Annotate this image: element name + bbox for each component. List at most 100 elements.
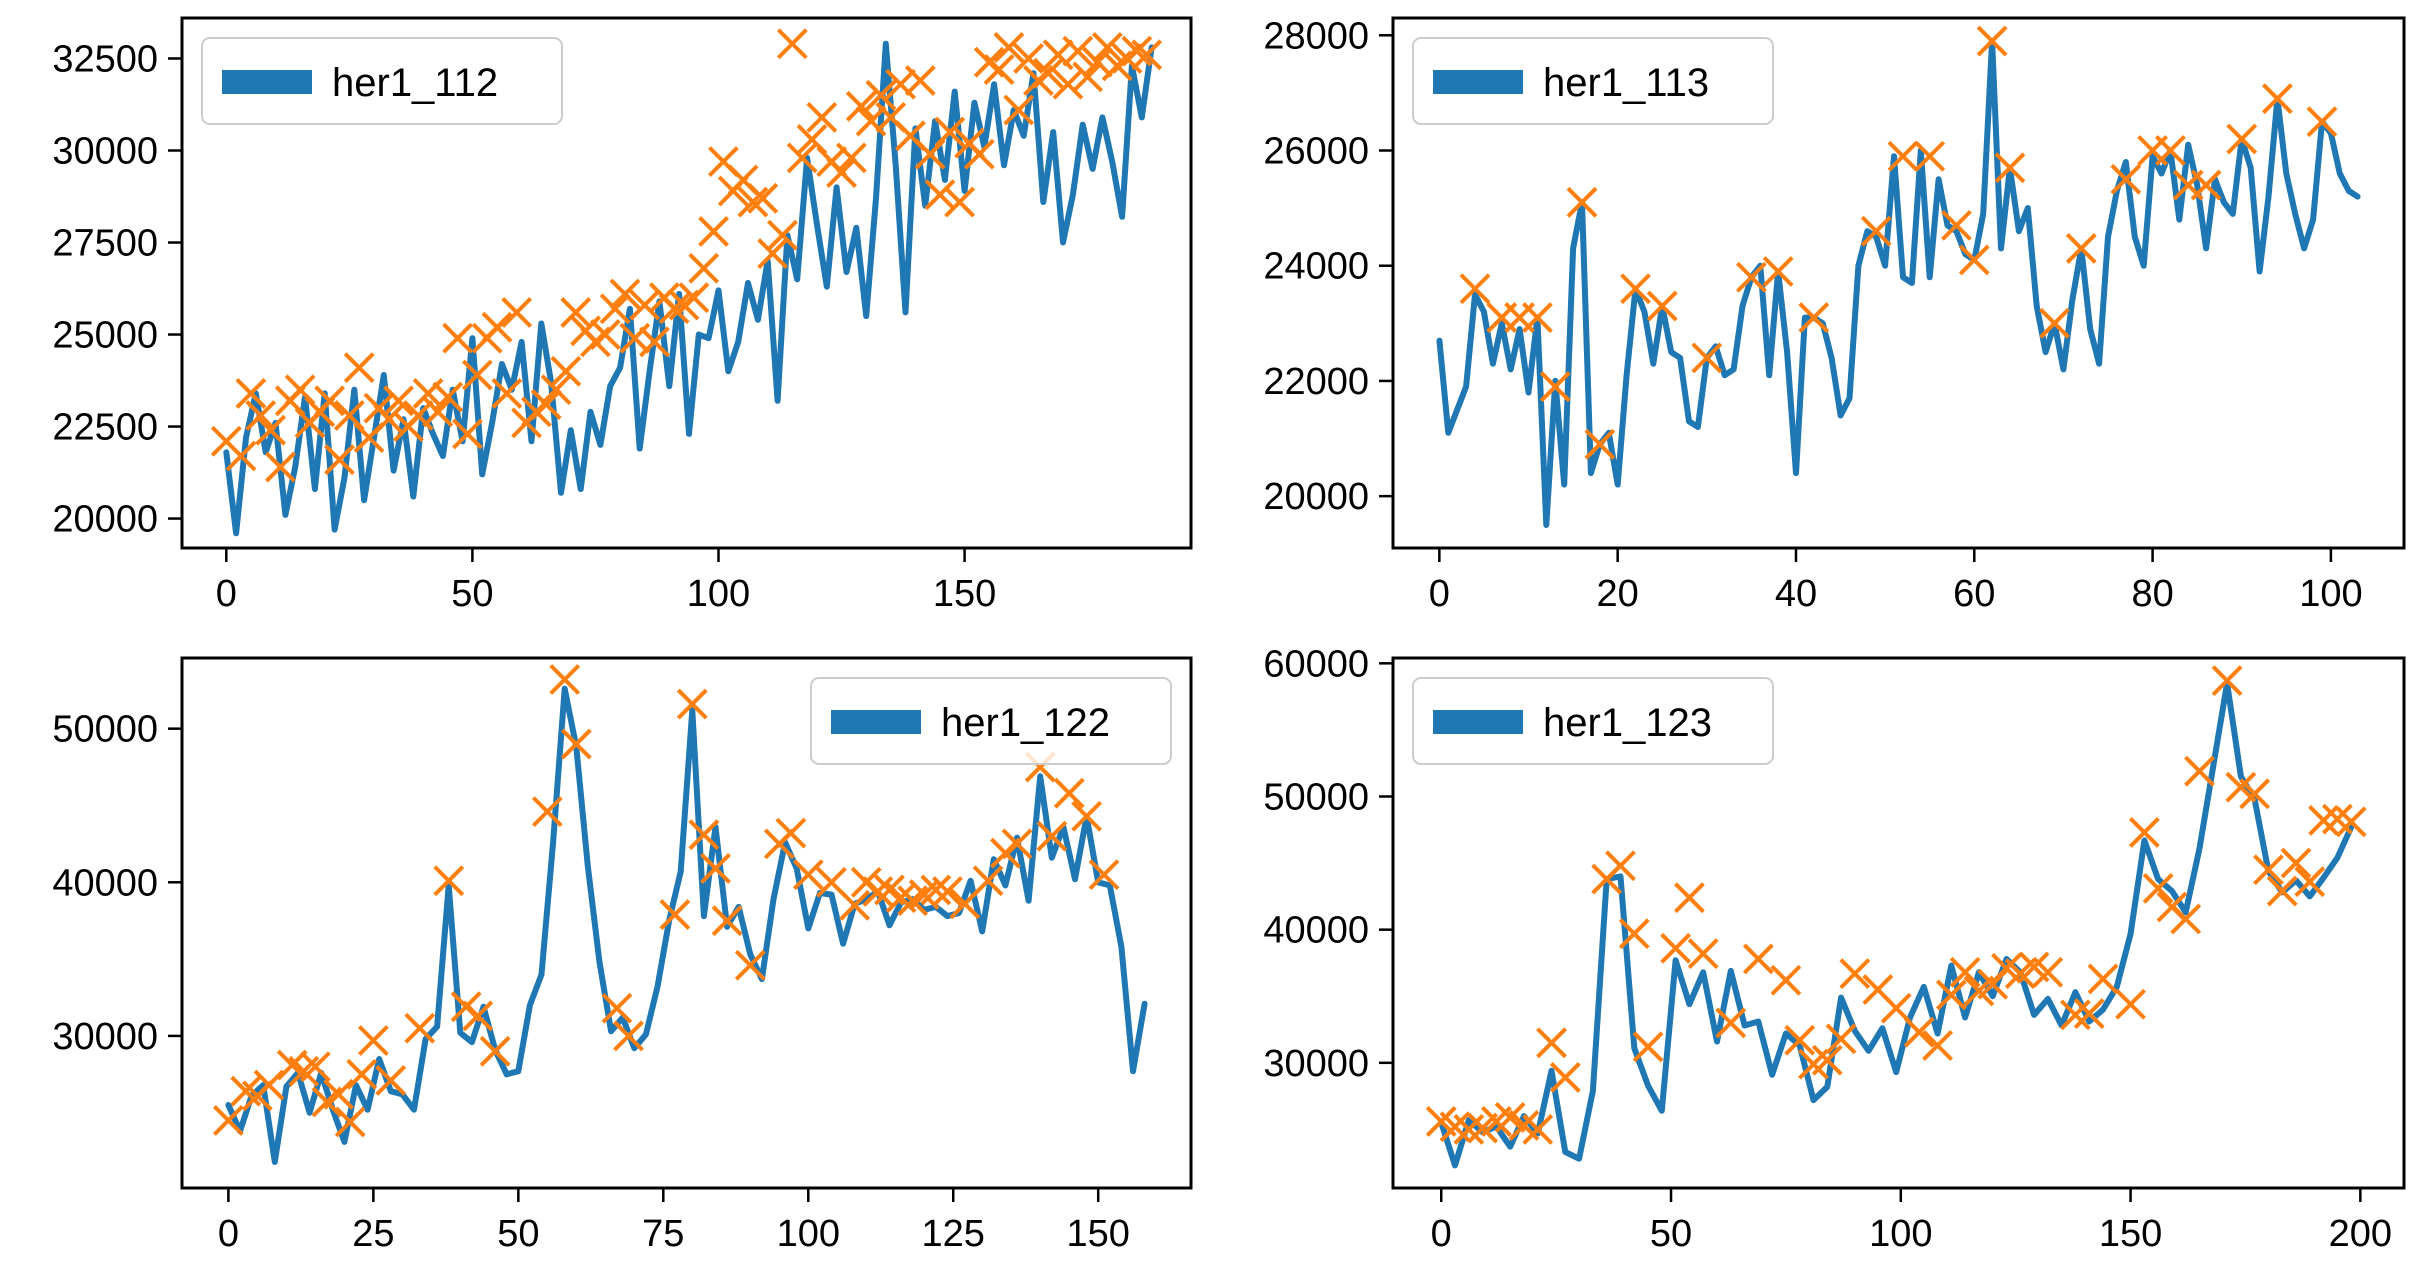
legend-box	[201, 37, 563, 125]
peak-marker	[1903, 1016, 1935, 1048]
peak-marker	[589, 319, 621, 350]
plot-area	[210, 28, 1163, 537]
peak-marker	[560, 297, 592, 328]
legend: her1_122	[810, 677, 1172, 765]
peak-marker	[1887, 140, 1919, 172]
peak-marker	[2253, 854, 2284, 886]
x-tick-label: 75	[642, 1213, 684, 1255]
legend-swatch	[1433, 70, 1523, 94]
peak-marker	[734, 949, 766, 981]
series-line-her1_122	[225, 685, 1148, 1165]
peak-marker	[1536, 1027, 1567, 1059]
peak-marker	[658, 293, 690, 325]
peak-marker	[1632, 1031, 1664, 1063]
peak-marker	[1091, 32, 1123, 63]
x-tick-label: 100	[777, 1213, 840, 1255]
peak-marker	[688, 819, 720, 851]
peak-marker	[1071, 800, 1103, 832]
peak-marker	[2073, 998, 2105, 1029]
x-tick-label: 60	[1953, 573, 1995, 615]
peak-marker	[659, 899, 691, 930]
peak-marker	[934, 116, 966, 148]
peak-marker	[2211, 665, 2243, 697]
legend-swatch	[831, 710, 921, 734]
peak-marker	[540, 374, 572, 406]
x-tick-label: 100	[687, 573, 750, 615]
peak-marker	[1001, 828, 1033, 860]
peak-marker	[920, 874, 952, 906]
peak-marker	[839, 889, 871, 921]
peak-marker	[2190, 169, 2222, 201]
peak-marker	[1742, 943, 1774, 975]
peak-marker	[212, 1104, 244, 1136]
y-tick-label: 26000	[1263, 131, 1369, 173]
legend-label: her1_122	[941, 701, 1110, 745]
peak-marker	[1522, 302, 1553, 333]
peak-marker	[2110, 163, 2142, 195]
peak-marker	[983, 54, 1015, 85]
peak-marker	[1062, 35, 1094, 67]
peak-marker	[639, 326, 670, 358]
peak-marker	[343, 352, 375, 384]
x-tick-label: 150	[933, 573, 996, 615]
peak-marker	[1922, 1030, 1953, 1061]
peak-marker	[550, 355, 582, 387]
peak-marker	[1673, 882, 1705, 914]
peak-marker	[944, 186, 976, 218]
peak-marker	[245, 400, 277, 431]
peak-marker	[767, 219, 798, 251]
peak-marker	[2065, 233, 2097, 264]
x-tick-label: 50	[1650, 1213, 1692, 1255]
peak-marker	[2032, 956, 2064, 988]
peak-marker	[375, 1065, 407, 1096]
peak-marker	[1131, 39, 1163, 71]
y-tick-label: 30000	[52, 1016, 158, 1058]
legend-label: her1_112	[332, 61, 498, 105]
peak-marker	[324, 444, 355, 476]
y-tick-label: 27500	[52, 223, 158, 265]
peak-marker	[255, 414, 287, 446]
x-tick-label: 150	[1067, 1213, 1130, 1255]
peak-marker	[1549, 1062, 1581, 1093]
peak-marker	[792, 859, 824, 891]
peak-marker	[688, 252, 720, 284]
peak-marker	[806, 101, 838, 133]
peak-marker	[1584, 428, 1616, 460]
peak-marker	[775, 817, 807, 849]
peak-marker	[1958, 244, 1990, 276]
plot-area	[1425, 665, 2367, 1169]
peak-marker	[845, 90, 877, 122]
peak-marker	[2060, 999, 2091, 1031]
peak-marker	[1052, 68, 1084, 100]
peak-marker	[1976, 25, 2008, 57]
plot-area	[1436, 25, 2361, 528]
x-tick-label: 40	[1775, 573, 1817, 615]
y-tick-label: 28000	[1263, 15, 1369, 57]
x-tick-label: 20	[1597, 573, 1639, 615]
peak-marker	[1072, 61, 1104, 93]
peak-marker	[1032, 57, 1064, 89]
peak-marker	[700, 853, 731, 884]
x-tick-label: 0	[216, 573, 237, 615]
y-tick-label: 30000	[52, 131, 158, 173]
peak-marker	[1825, 1023, 1857, 1055]
peak-marker	[676, 688, 708, 720]
peak-marker	[2266, 875, 2298, 907]
axes-frame	[1391, 16, 2406, 550]
x-tick-label: 0	[1431, 1213, 1452, 1255]
peak-marker	[1715, 1007, 1747, 1039]
peak-marker	[629, 289, 661, 321]
peak-marker	[747, 182, 779, 214]
peak-marker	[1941, 209, 1972, 241]
peak-marker	[609, 278, 641, 310]
peak-marker	[2335, 806, 2367, 838]
peak-marker	[1003, 94, 1035, 126]
peak-marker	[1566, 186, 1598, 218]
x-tick-label: 125	[922, 1213, 985, 1255]
peak-marker	[1121, 35, 1153, 67]
peak-marker	[235, 378, 267, 409]
peak-marker	[2115, 988, 2146, 1020]
peak-marker	[1494, 1102, 1526, 1133]
peak-marker	[452, 418, 483, 450]
chart-panel-her1-123: 0 50 100 150 200 30000 40000 50000 60000 her1_123	[1263, 643, 2406, 1255]
